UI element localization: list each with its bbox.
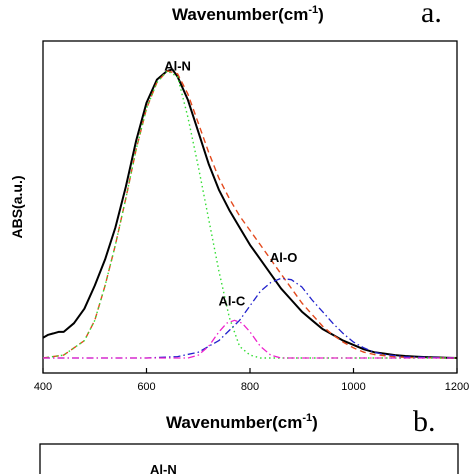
top-xlabel: Wavenumber(cm-1) xyxy=(172,4,324,24)
series-line-4 xyxy=(43,319,457,359)
top-xlabel-close: ) xyxy=(318,5,324,24)
next-panel-frame xyxy=(39,443,459,474)
x-axis-label-close: ) xyxy=(312,413,318,432)
annotation-al-c: Al-C xyxy=(219,294,246,309)
x-axis-label: Wavenumber(cm-1) xyxy=(166,412,318,432)
x-tick-label-0: 400 xyxy=(34,381,52,393)
x-tick-label-3: 1000 xyxy=(341,381,365,393)
panel-letter-top: a. xyxy=(421,0,442,29)
y-axis-label: ABS(a.u.) xyxy=(9,176,25,239)
x-tick-label-4: 1200 xyxy=(445,381,469,393)
series-group xyxy=(42,68,458,359)
top-xlabel-text: Wavenumber(cm xyxy=(172,5,308,24)
series-line-0 xyxy=(42,68,458,359)
next-panel-label: Al-N xyxy=(150,462,177,474)
annotation-al-o: Al-O xyxy=(270,250,297,265)
x-axis-label-text: Wavenumber(cm xyxy=(166,413,302,432)
series-line-2 xyxy=(42,70,457,359)
x-axis-label-sup: -1 xyxy=(302,412,312,424)
x-tick-label-2: 800 xyxy=(241,381,259,393)
panel-letter-b: b. xyxy=(413,405,436,438)
series-line-1 xyxy=(42,70,458,359)
annotation-al-n: Al-N xyxy=(164,59,191,74)
x-ticks: 400 600 800 1000 1200 xyxy=(34,368,469,393)
top-xlabel-sup: -1 xyxy=(308,4,318,16)
series-line-3 xyxy=(43,277,458,359)
x-tick-label-1: 600 xyxy=(137,381,155,393)
peak-annotations: Al-N Al-O Al-C xyxy=(164,59,297,309)
